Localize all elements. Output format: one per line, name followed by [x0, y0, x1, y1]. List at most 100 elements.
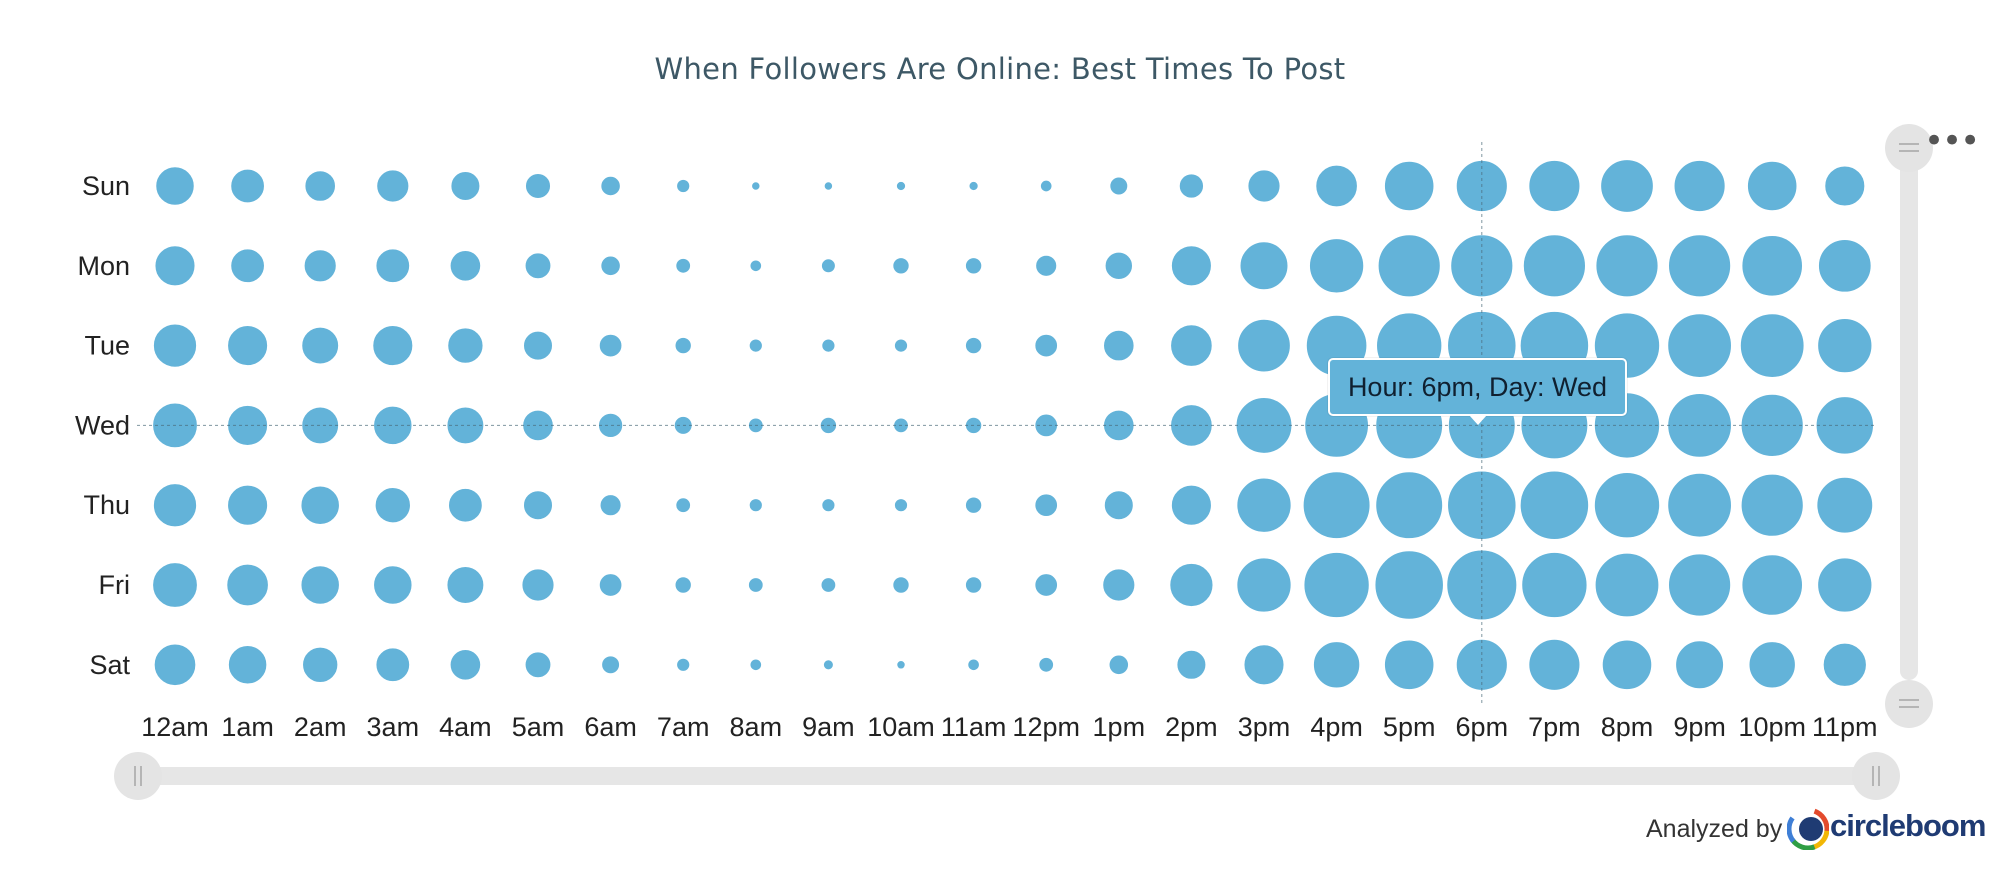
bubble-thu-12am[interactable] — [151, 482, 199, 529]
bubble-tue-1pm[interactable] — [1102, 328, 1136, 363]
bubble-sun-5am[interactable] — [523, 171, 553, 201]
bubble-fri-8am[interactable] — [746, 576, 765, 594]
bubble-tue-12pm[interactable] — [1033, 332, 1060, 359]
bubble-thu-4am[interactable] — [447, 486, 484, 524]
bubble-tue-4am[interactable] — [446, 326, 485, 365]
bubble-thu-10pm[interactable] — [1739, 472, 1805, 538]
bubble-mon-3am[interactable] — [374, 247, 412, 285]
bubble-sun-2am[interactable] — [303, 169, 338, 203]
bubble-sat-3pm[interactable] — [1242, 643, 1286, 687]
bubble-sun-3pm[interactable] — [1246, 168, 1282, 204]
bubble-thu-1am[interactable] — [226, 483, 270, 527]
bubble-mon-9pm[interactable] — [1667, 233, 1733, 299]
bubble-mon-5pm[interactable] — [1376, 233, 1442, 299]
bubble-thu-12pm[interactable] — [1033, 492, 1060, 519]
bubble-mon-3pm[interactable] — [1238, 240, 1290, 292]
bubble-mon-4pm[interactable] — [1307, 237, 1366, 295]
bubble-sun-3am[interactable] — [375, 168, 411, 204]
bubble-sat-5pm[interactable] — [1382, 638, 1436, 692]
bubble-sat-9am[interactable] — [821, 658, 835, 672]
bubble-mon-4am[interactable] — [448, 248, 483, 283]
bubble-sun-4pm[interactable] — [1314, 163, 1359, 209]
bubble-sun-6am[interactable] — [599, 174, 622, 198]
bubble-sun-5pm[interactable] — [1382, 159, 1436, 213]
bubble-tue-1am[interactable] — [226, 324, 270, 368]
bubble-thu-9pm[interactable] — [1666, 471, 1733, 539]
bubble-sat-2pm[interactable] — [1175, 648, 1208, 681]
bubble-sat-11pm[interactable] — [1821, 641, 1868, 688]
bubble-wed-11pm[interactable] — [1814, 395, 1876, 456]
bubble-thu-10am[interactable] — [892, 497, 910, 514]
bubble-tue-2pm[interactable] — [1169, 323, 1214, 368]
bubble-fri-12am[interactable] — [151, 561, 199, 609]
vertical-scroll-handle-top[interactable] — [1885, 124, 1933, 172]
bubble-sat-12pm[interactable] — [1037, 655, 1056, 674]
bubble-sun-10pm[interactable] — [1745, 159, 1799, 213]
bubble-sun-9pm[interactable] — [1672, 158, 1727, 214]
bubble-mon-11pm[interactable] — [1816, 237, 1873, 294]
bubble-tue-3am[interactable] — [371, 324, 415, 368]
bubble-fri-6am[interactable] — [597, 572, 624, 598]
bubble-mon-8am[interactable] — [748, 258, 764, 274]
bubble-sat-7am[interactable] — [675, 656, 692, 673]
vertical-scroll-track[interactable] — [1900, 160, 1918, 680]
bubble-mon-1am[interactable] — [229, 247, 266, 285]
bubble-fri-7am[interactable] — [673, 575, 693, 595]
bubble-thu-8am[interactable] — [747, 497, 764, 514]
bubble-fri-2am[interactable] — [299, 564, 341, 606]
bubble-sun-4am[interactable] — [449, 169, 482, 203]
bubble-tue-10pm[interactable] — [1738, 312, 1806, 379]
bubble-sat-6am[interactable] — [600, 654, 622, 676]
bubble-sat-9pm[interactable] — [1674, 639, 1726, 691]
bubble-fri-1pm[interactable] — [1101, 567, 1137, 603]
bubble-mon-8pm[interactable] — [1594, 233, 1660, 299]
bubble-mon-7pm[interactable] — [1521, 233, 1588, 299]
bubble-mon-12pm[interactable] — [1034, 253, 1059, 278]
bubble-thu-1pm[interactable] — [1102, 489, 1135, 522]
bubble-sun-7pm[interactable] — [1527, 158, 1582, 214]
bubble-sun-11am[interactable] — [967, 179, 980, 193]
bubble-mon-7am[interactable] — [674, 256, 693, 275]
bubble-wed-4am[interactable] — [445, 405, 486, 446]
bubble-mon-2pm[interactable] — [1169, 244, 1213, 288]
bubble-tue-6am[interactable] — [597, 332, 624, 359]
bubble-sat-1pm[interactable] — [1107, 653, 1131, 677]
bubble-sat-10am[interactable] — [895, 659, 907, 671]
bubble-fri-10pm[interactable] — [1740, 553, 1805, 617]
bubble-sat-8am[interactable] — [748, 657, 764, 673]
bubble-thu-9am[interactable] — [820, 497, 837, 514]
bubble-sun-11pm[interactable] — [1823, 164, 1867, 208]
bubble-fri-11pm[interactable] — [1816, 556, 1874, 614]
bubble-fri-9am[interactable] — [819, 576, 838, 594]
bubble-tue-9am[interactable] — [820, 337, 837, 354]
bubble-sat-12am[interactable] — [152, 642, 198, 688]
bubble-sun-10am[interactable] — [894, 179, 908, 193]
bubble-thu-7pm[interactable] — [1518, 469, 1591, 541]
bubble-fri-3pm[interactable] — [1235, 556, 1293, 614]
bubble-sun-8am[interactable] — [750, 180, 762, 192]
bubble-sat-7pm[interactable] — [1527, 637, 1582, 692]
horizontal-scroll-track[interactable] — [138, 767, 1878, 785]
bubble-tue-10am[interactable] — [892, 337, 910, 354]
bubble-mon-11am[interactable] — [963, 256, 984, 276]
bubble-sat-8pm[interactable] — [1600, 638, 1654, 692]
horizontal-scroll-handle-right[interactable] — [1852, 752, 1900, 800]
bubble-thu-6am[interactable] — [598, 493, 623, 518]
bubble-wed-5am[interactable] — [521, 408, 555, 443]
bubble-sat-2am[interactable] — [301, 645, 340, 684]
bubble-tue-2am[interactable] — [300, 325, 341, 366]
bubble-thu-5am[interactable] — [521, 489, 555, 522]
bubble-mon-10am[interactable] — [891, 256, 911, 276]
vertical-scroll-handle-bottom[interactable] — [1885, 680, 1933, 728]
bubble-thu-4pm[interactable] — [1301, 470, 1372, 541]
bubble-sun-1am[interactable] — [229, 167, 266, 205]
bubble-thu-2am[interactable] — [299, 484, 341, 526]
bubble-fri-7pm[interactable] — [1520, 550, 1589, 620]
bubble-tue-8am[interactable] — [747, 337, 764, 354]
bubble-fri-4pm[interactable] — [1302, 550, 1371, 620]
bubble-mon-5am[interactable] — [523, 251, 553, 281]
bubble-sat-11am[interactable] — [966, 657, 981, 673]
bubble-sun-8pm[interactable] — [1599, 158, 1655, 214]
bubble-fri-3am[interactable] — [372, 564, 414, 606]
bubble-sun-2pm[interactable] — [1177, 172, 1206, 200]
